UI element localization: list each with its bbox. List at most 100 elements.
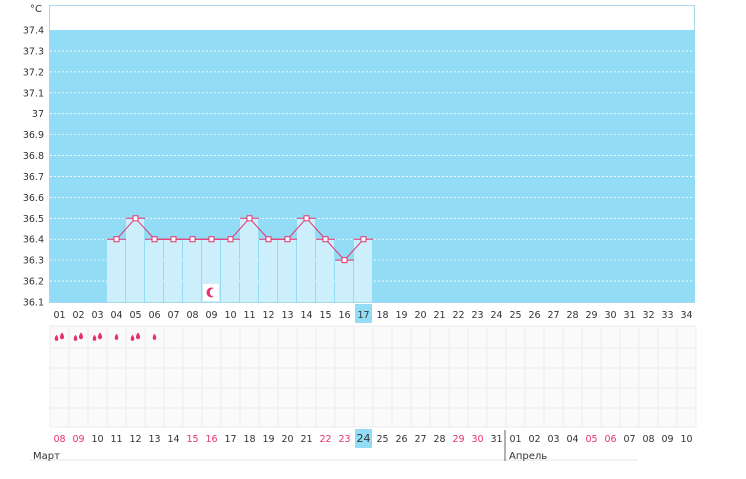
calendar-date-label[interactable]: 24 bbox=[357, 432, 371, 445]
cycle-day-label[interactable]: 06 bbox=[148, 310, 160, 321]
calendar-date-label[interactable]: 29 bbox=[452, 434, 464, 445]
cycle-day-label[interactable]: 31 bbox=[623, 310, 635, 321]
cycle-day-label[interactable]: 16 bbox=[338, 310, 350, 321]
calendar-date-label[interactable]: 09 bbox=[661, 434, 673, 445]
temperature-point[interactable] bbox=[246, 215, 253, 222]
calendar-date-label[interactable]: 10 bbox=[680, 434, 692, 445]
temperature-bars bbox=[107, 218, 372, 302]
temperature-point[interactable] bbox=[322, 236, 329, 243]
temperature-point[interactable] bbox=[132, 215, 139, 222]
temperature-point[interactable] bbox=[360, 236, 367, 243]
calendar-date-label[interactable]: 13 bbox=[148, 434, 160, 445]
cycle-day-label[interactable]: 32 bbox=[642, 310, 654, 321]
calendar-date-label[interactable]: 09 bbox=[72, 434, 84, 445]
cycle-day-label[interactable]: 11 bbox=[243, 310, 255, 321]
calendar-date-labels[interactable]: 08 09 10 11 12 13 14 15 16 17 18 19 20 21 22 23 24 25 26 27… bbox=[53, 429, 693, 448]
cycle-day-label[interactable]: 04 bbox=[110, 310, 122, 321]
cycle-day-labels[interactable]: 01 02 03 04 05 06 07 08 09 10 11 12 13 14 15 16 17 18 19 20… bbox=[53, 304, 693, 323]
calendar-date-label[interactable]: 25 bbox=[376, 434, 388, 445]
calendar-date-label[interactable]: 28 bbox=[433, 434, 445, 445]
y-tick-label: 36.2 bbox=[23, 277, 44, 288]
calendar-date-label[interactable]: 27 bbox=[414, 434, 426, 445]
temperature-point[interactable] bbox=[284, 236, 291, 243]
notes-grid[interactable] bbox=[49, 325, 697, 428]
cycle-day-label[interactable]: 26 bbox=[528, 310, 540, 321]
cycle-day-label[interactable]: 30 bbox=[604, 310, 616, 321]
calendar-date-label[interactable]: 10 bbox=[91, 434, 103, 445]
period-drop-icon bbox=[97, 332, 103, 340]
calendar-date-label[interactable]: 19 bbox=[262, 434, 274, 445]
temperature-point[interactable] bbox=[170, 236, 177, 243]
temperature-point[interactable] bbox=[265, 236, 272, 243]
calendar-date-label[interactable]: 16 bbox=[205, 434, 217, 445]
temperature-point[interactable] bbox=[189, 236, 196, 243]
ovulation-icon-cutout bbox=[209, 288, 219, 297]
y-tick-label: 36.9 bbox=[23, 130, 44, 141]
calendar-date-label[interactable]: 07 bbox=[623, 434, 635, 445]
temperature-bar bbox=[126, 218, 144, 302]
cycle-day-label[interactable]: 34 bbox=[680, 310, 692, 321]
y-tick-label: 36.4 bbox=[23, 235, 44, 246]
cycle-day-label[interactable]: 01 bbox=[53, 310, 65, 321]
y-tick-label: 37.2 bbox=[23, 67, 44, 78]
cycle-day-label[interactable]: 18 bbox=[376, 310, 388, 321]
period-drop-icon bbox=[152, 333, 157, 340]
cycle-day-label[interactable]: 21 bbox=[433, 310, 445, 321]
cycle-day-label[interactable]: 17 bbox=[357, 310, 369, 321]
calendar-date-label[interactable]: 31 bbox=[490, 434, 502, 445]
cycle-day-label[interactable]: 29 bbox=[585, 310, 597, 321]
cycle-day-label[interactable]: 19 bbox=[395, 310, 407, 321]
calendar-date-label[interactable]: 06 bbox=[604, 434, 616, 445]
calendar-date-label[interactable]: 08 bbox=[642, 434, 654, 445]
cycle-day-label[interactable]: 08 bbox=[186, 310, 198, 321]
temperature-point[interactable] bbox=[208, 236, 215, 243]
cycle-day-label[interactable]: 12 bbox=[262, 310, 274, 321]
cycle-day-label[interactable]: 24 bbox=[490, 310, 502, 321]
calendar-date-label[interactable]: 30 bbox=[471, 434, 483, 445]
cycle-day-label[interactable]: 28 bbox=[566, 310, 578, 321]
period-drop-icon bbox=[92, 334, 97, 341]
calendar-date-label[interactable]: 15 bbox=[186, 434, 198, 445]
calendar-date-label[interactable]: 05 bbox=[585, 434, 597, 445]
cycle-day-label[interactable]: 13 bbox=[281, 310, 293, 321]
temperature-point[interactable] bbox=[341, 257, 348, 264]
cycle-day-label[interactable]: 23 bbox=[471, 310, 483, 321]
cycle-day-label[interactable]: 20 bbox=[414, 310, 426, 321]
cycle-day-label[interactable]: 33 bbox=[661, 310, 673, 321]
temperature-point[interactable] bbox=[113, 236, 120, 243]
cycle-day-label[interactable]: 02 bbox=[72, 310, 84, 321]
calendar-date-label[interactable]: 18 bbox=[243, 434, 255, 445]
calendar-date-label[interactable]: 21 bbox=[300, 434, 312, 445]
cycle-day-label[interactable]: 03 bbox=[91, 310, 103, 321]
temperature-bar bbox=[278, 239, 296, 302]
cycle-day-label[interactable]: 05 bbox=[129, 310, 141, 321]
temperature-point[interactable] bbox=[151, 236, 158, 243]
calendar-date-label[interactable]: 08 bbox=[53, 434, 65, 445]
calendar-date-label[interactable]: 01 bbox=[509, 434, 521, 445]
calendar-date-label[interactable]: 04 bbox=[566, 434, 578, 445]
cycle-day-label[interactable]: 07 bbox=[167, 310, 179, 321]
calendar-date-label[interactable]: 12 bbox=[129, 434, 141, 445]
cycle-day-label[interactable]: 09 bbox=[205, 310, 217, 321]
temperature-point[interactable] bbox=[303, 215, 310, 222]
cycle-day-label[interactable]: 14 bbox=[300, 310, 312, 321]
calendar-date-label[interactable]: 03 bbox=[547, 434, 559, 445]
period-drop-icon bbox=[78, 332, 84, 340]
calendar-date-label[interactable]: 23 bbox=[338, 434, 350, 445]
cycle-day-label[interactable]: 15 bbox=[319, 310, 331, 321]
calendar-date-label[interactable]: 11 bbox=[110, 434, 122, 445]
calendar-date-label[interactable]: 22 bbox=[319, 434, 331, 445]
cycle-day-label[interactable]: 27 bbox=[547, 310, 559, 321]
calendar-date-label[interactable]: 26 bbox=[395, 434, 407, 445]
month-label: Апрель bbox=[509, 451, 547, 462]
cycle-day-label[interactable]: 10 bbox=[224, 310, 236, 321]
calendar-date-label[interactable]: 02 bbox=[528, 434, 540, 445]
calendar-date-label[interactable]: 20 bbox=[281, 434, 293, 445]
calendar-date-label[interactable]: 14 bbox=[167, 434, 179, 445]
cycle-day-label[interactable]: 22 bbox=[452, 310, 464, 321]
calendar-date-label[interactable]: 17 bbox=[224, 434, 236, 445]
cycle-day-label[interactable]: 25 bbox=[509, 310, 521, 321]
temperature-point[interactable] bbox=[227, 236, 234, 243]
y-tick-label: 37.3 bbox=[23, 46, 44, 57]
